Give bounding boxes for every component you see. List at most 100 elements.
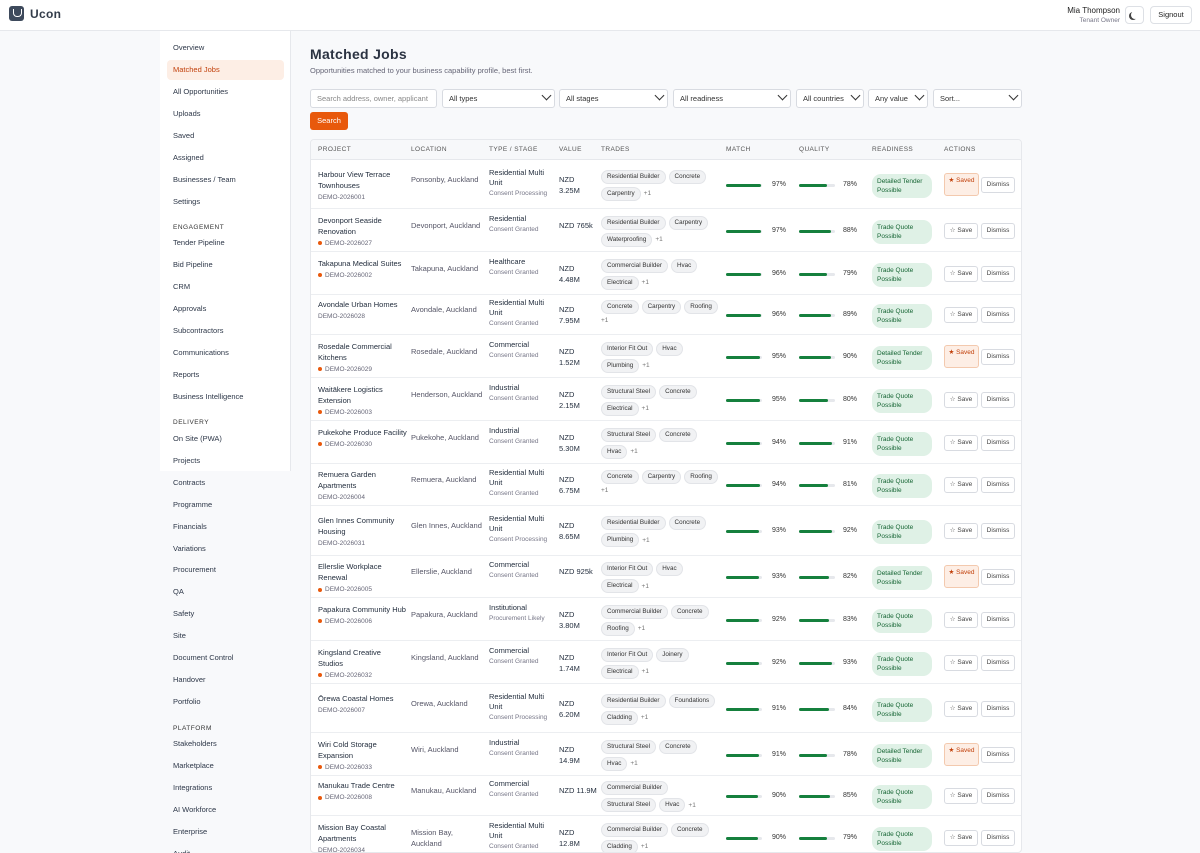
more-trades[interactable]: +1 [655, 236, 663, 243]
col-location[interactable]: LOCATION [411, 146, 447, 153]
col-match[interactable]: MATCH [726, 146, 751, 153]
project-cell[interactable]: Mission Bay Coastal Apartments DEMO-2026… [318, 822, 408, 853]
sidebar-item-projects[interactable]: Projects [173, 455, 201, 465]
dismiss-button[interactable]: Dismiss [981, 434, 1015, 451]
search-button[interactable]: Search [310, 112, 348, 130]
stage-select[interactable]: All stages [559, 89, 668, 108]
sidebar-item-enterprise[interactable]: Enterprise [173, 827, 208, 836]
table-row[interactable]: Kingsland Creative Studios DEMO-2026032 … [311, 641, 1021, 684]
ucon-logo-icon[interactable] [9, 6, 24, 21]
sidebar-item-uploads[interactable]: Uploads [173, 109, 201, 118]
project-cell[interactable]: Papakura Community Hub DEMO-2026006 [318, 604, 408, 627]
dismiss-button[interactable]: Dismiss [981, 829, 1015, 846]
project-name[interactable]: Waitākere Logistics Extension [318, 384, 383, 405]
save-button[interactable]: ☆ Save [944, 611, 978, 628]
table-row[interactable]: Pukekohe Produce Facility DEMO-2026030 P… [311, 421, 1021, 464]
save-button[interactable]: ☆ Save [944, 788, 978, 804]
dismiss-button[interactable]: Dismiss [981, 523, 1015, 539]
sidebar-item-qa[interactable]: QA [173, 587, 184, 597]
project-name[interactable]: Remuera Garden Apartments [318, 470, 376, 490]
sidebar-item-on-site-pwa[interactable]: On Site (PWA) [173, 434, 222, 443]
dismiss-button[interactable]: Dismiss [981, 746, 1015, 763]
project-name[interactable]: Takapuna Medical Suites [318, 258, 402, 268]
col-readiness[interactable]: READINESS [872, 146, 914, 153]
more-trades[interactable]: +1 [601, 317, 609, 324]
sort-select[interactable]: Sort... [933, 89, 1022, 108]
dismiss-button[interactable]: Dismiss [981, 654, 1015, 671]
project-cell[interactable]: Pukekohe Produce Facility DEMO-2026030 [318, 427, 408, 450]
more-trades[interactable]: +1 [643, 190, 652, 197]
dismiss-button[interactable]: Dismiss [981, 477, 1015, 493]
save-button[interactable]: ☆ Save [944, 434, 978, 451]
saved-button[interactable]: ★ Saved [944, 565, 979, 588]
table-row[interactable]: Waitākere Logistics Extension DEMO-20260… [311, 378, 1021, 421]
table-row[interactable]: Wiri Cold Storage Expansion DEMO-2026033… [311, 733, 1021, 776]
saved-button[interactable]: ★ Saved [944, 172, 979, 196]
sidebar-item-communications[interactable]: Communications [173, 348, 229, 357]
search-input[interactable]: Search address, owner, applicant [310, 89, 437, 108]
sidebar-item-saved[interactable]: Saved [173, 131, 195, 140]
save-button[interactable]: ☆ Save [944, 654, 978, 671]
sidebar-item-approvals[interactable]: Approvals [173, 304, 207, 313]
sidebar-item-all-opportunities[interactable]: All Opportunities [173, 87, 229, 96]
project-name[interactable]: Harbour View Terrace Townhouses [318, 169, 391, 190]
project-name[interactable]: Manukau Trade Centre [318, 781, 395, 790]
save-button[interactable]: ☆ Save [944, 477, 978, 493]
dismiss-button[interactable]: Dismiss [981, 700, 1015, 717]
col-value[interactable]: VALUE [559, 146, 582, 153]
country-select[interactable]: All countries [796, 89, 864, 108]
more-trades[interactable]: +1 [637, 625, 646, 632]
table-row[interactable]: Harbour View Terrace Townhouses DEMO-202… [311, 160, 1021, 209]
project-name[interactable]: Ellerslie Workplace Renewal [318, 562, 382, 582]
more-trades[interactable]: +1 [641, 582, 649, 590]
dismiss-button[interactable]: Dismiss [981, 222, 1015, 239]
table-row[interactable]: Ōrewa Coastal Homes DEMO-2026007 Orewa, … [311, 684, 1021, 733]
saved-button[interactable]: ★ Saved [944, 742, 979, 766]
sidebar-item-tender-pipeline[interactable]: Tender Pipeline [173, 238, 225, 247]
theme-toggle-moon-icon[interactable] [1125, 6, 1144, 24]
project-name[interactable]: Papakura Community Hub [318, 604, 406, 614]
col-project[interactable]: PROJECT [318, 146, 352, 153]
more-trades[interactable]: +1 [688, 801, 696, 809]
sidebar-item-procurement[interactable]: Procurement [173, 565, 216, 575]
sidebar-item-handover[interactable]: Handover [173, 674, 206, 684]
sidebar-item-marketplace[interactable]: Marketplace [173, 761, 214, 770]
col-type-stage[interactable]: TYPE / STAGE [489, 146, 538, 153]
project-cell[interactable]: Wiri Cold Storage Expansion DEMO-2026033 [318, 739, 408, 773]
sidebar-item-overview[interactable]: Overview [173, 43, 205, 52]
sidebar-item-business-intelligence[interactable]: Business Intelligence [173, 392, 244, 401]
more-trades[interactable]: +1 [641, 405, 649, 412]
project-name[interactable]: Ōrewa Coastal Homes [318, 693, 394, 703]
project-name[interactable]: Avondale Urban Homes [318, 300, 398, 309]
sidebar-item-site[interactable]: Site [173, 631, 186, 641]
sidebar-item-businesses-team[interactable]: Businesses / Team [173, 175, 236, 184]
table-row[interactable]: Devonport Seaside Renovation DEMO-202602… [311, 209, 1021, 252]
table-row[interactable]: Mission Bay Coastal Apartments DEMO-2026… [311, 816, 1021, 853]
sidebar-item-contracts[interactable]: Contracts [173, 477, 206, 487]
sidebar-item-bid-pipeline[interactable]: Bid Pipeline [173, 260, 213, 269]
dismiss-button[interactable]: Dismiss [981, 176, 1015, 193]
table-row[interactable]: Ellerslie Workplace Renewal DEMO-2026005… [311, 556, 1021, 598]
dismiss-button[interactable]: Dismiss [981, 307, 1015, 323]
project-name[interactable]: Rosedale Commercial Kitchens [318, 341, 392, 362]
table-row[interactable]: Glen Innes Community Housing DEMO-202603… [311, 506, 1021, 556]
sidebar-item-subcontractors[interactable]: Subcontractors [173, 326, 224, 335]
table-row[interactable]: Takapuna Medical Suites DEMO-2026002 Tak… [311, 252, 1021, 295]
col-trades[interactable]: TRADES [601, 146, 630, 153]
sidebar-item-portfolio[interactable]: Portfolio [173, 696, 201, 706]
save-button[interactable]: ☆ Save [944, 523, 978, 539]
type-select[interactable]: All types [442, 89, 555, 108]
readiness-select[interactable]: All readiness [673, 89, 791, 108]
project-cell[interactable]: Rosedale Commercial Kitchens DEMO-202602… [318, 341, 408, 375]
project-cell[interactable]: Remuera Garden Apartments DEMO-2026004 [318, 469, 408, 503]
save-button[interactable]: ☆ Save [944, 829, 978, 846]
more-trades[interactable]: +1 [641, 279, 649, 286]
sidebar-item-integrations[interactable]: Integrations [173, 783, 213, 792]
signout-button[interactable]: Signout [1150, 6, 1192, 24]
project-cell[interactable]: Waitākere Logistics Extension DEMO-20260… [318, 384, 408, 418]
more-trades[interactable]: +1 [641, 668, 649, 675]
more-trades[interactable]: +1 [630, 760, 638, 767]
dismiss-button[interactable]: Dismiss [981, 265, 1015, 282]
sidebar-item-variations[interactable]: Variations [173, 543, 206, 553]
dismiss-button[interactable]: Dismiss [981, 569, 1015, 585]
